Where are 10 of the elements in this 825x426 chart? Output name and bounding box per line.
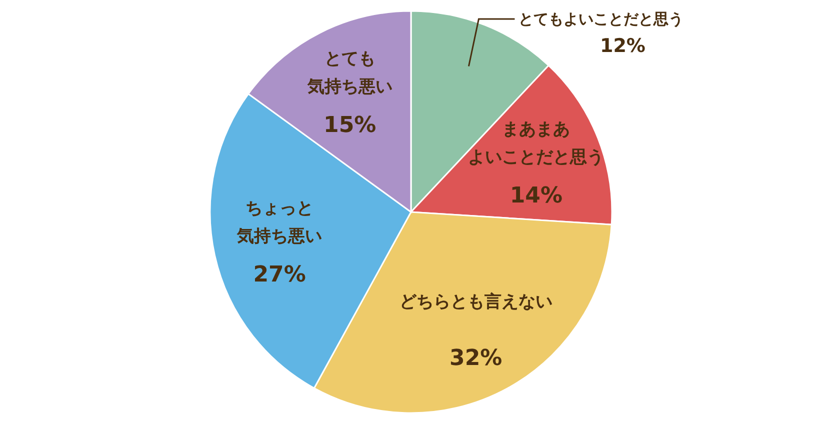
data-label: 14%: [510, 183, 563, 208]
data-label: 32%: [450, 346, 502, 372]
data-label: 12%: [600, 35, 646, 58]
slice-label: まあまあよいことだと思う: [468, 119, 604, 168]
slice-label: どちらとも言えない: [399, 292, 552, 312]
slice-label: ちょっと気持ち悪い: [236, 198, 322, 246]
slice-label: とてもよいことだと思う: [518, 10, 684, 28]
data-label: 15%: [324, 113, 376, 138]
slice-label: とても気持ち悪い: [306, 49, 392, 98]
data-label: 27%: [253, 262, 306, 288]
